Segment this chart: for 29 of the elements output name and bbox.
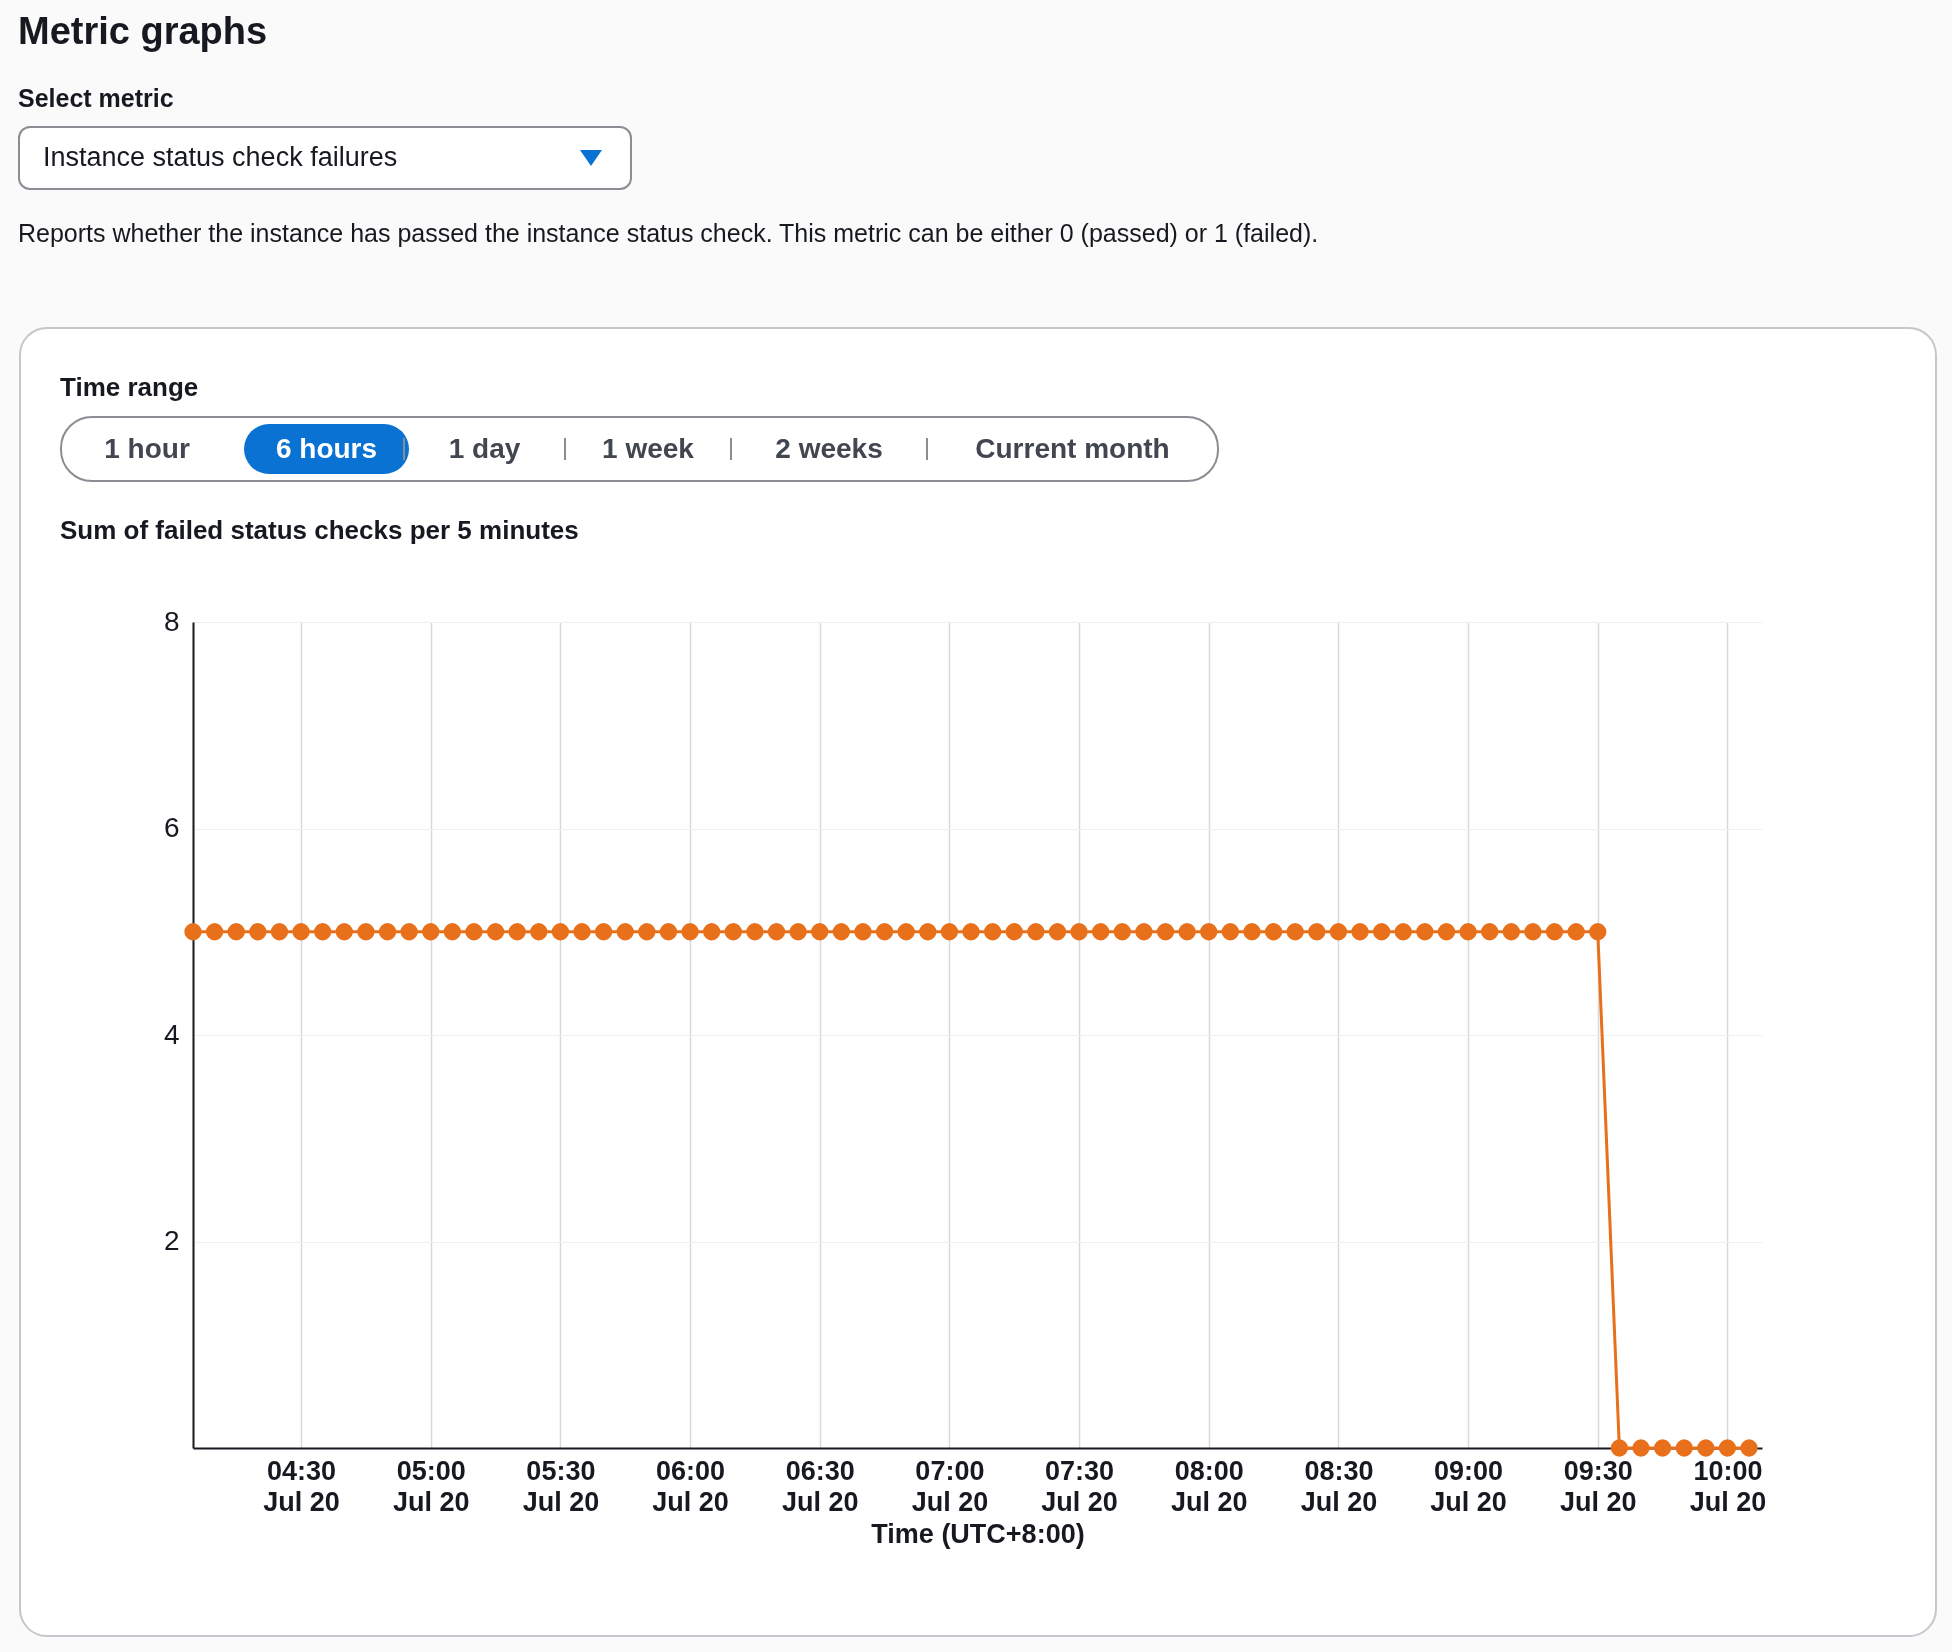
x-tick-label: 05:00 Jul 20 xyxy=(392,1455,470,1517)
text: 6 hours xyxy=(244,424,409,474)
text: 1 day xyxy=(447,432,522,466)
text: Time range xyxy=(60,372,199,403)
x-tick-label: 09:00 Jul 20 xyxy=(1430,1455,1507,1517)
text: Reports whether the instance has passed the instance status check. This metric can be either 0 (passed) or 1 (failed). xyxy=(18,219,1319,248)
x-tick-label: 08:00 Jul 20 xyxy=(1170,1455,1248,1517)
text: 1 week xyxy=(601,432,695,466)
x-tick-label: 09:30 Jul 20 xyxy=(1559,1455,1637,1517)
x-tick-label: 08:30 Jul 20 xyxy=(1300,1455,1378,1517)
x-tick-label: 07:30 Jul 20 xyxy=(1041,1455,1118,1517)
y-tick-label: 6 xyxy=(163,812,180,843)
text: Current month xyxy=(974,432,1171,466)
x-tick-label: 07:00 Jul 20 xyxy=(911,1455,989,1517)
x-tick-label: 05:30 Jul 20 xyxy=(522,1455,600,1517)
text: 2 weeks xyxy=(774,432,884,466)
chart-title: Sum of failed status checks per 5 minutes xyxy=(60,515,579,546)
x-tick-label: 06:00 Jul 20 xyxy=(652,1455,729,1517)
x-axis-title: Time (UTC+8:00) xyxy=(871,1518,1085,1549)
x-tick-label: 06:30 Jul 20 xyxy=(781,1455,859,1517)
text: Instance status check failures xyxy=(43,142,398,173)
text: 1 hour xyxy=(103,432,191,466)
text: Metric graphs xyxy=(18,10,268,53)
x-tick-label: 04:30 Jul 20 xyxy=(263,1455,340,1517)
x-tick-label: 10:00 Jul 20 xyxy=(1689,1455,1767,1517)
y-tick-label: 2 xyxy=(163,1225,180,1256)
y-tick-label: 4 xyxy=(163,1018,180,1050)
text: Select metric xyxy=(18,84,174,113)
y-tick-label: 8 xyxy=(163,605,180,637)
